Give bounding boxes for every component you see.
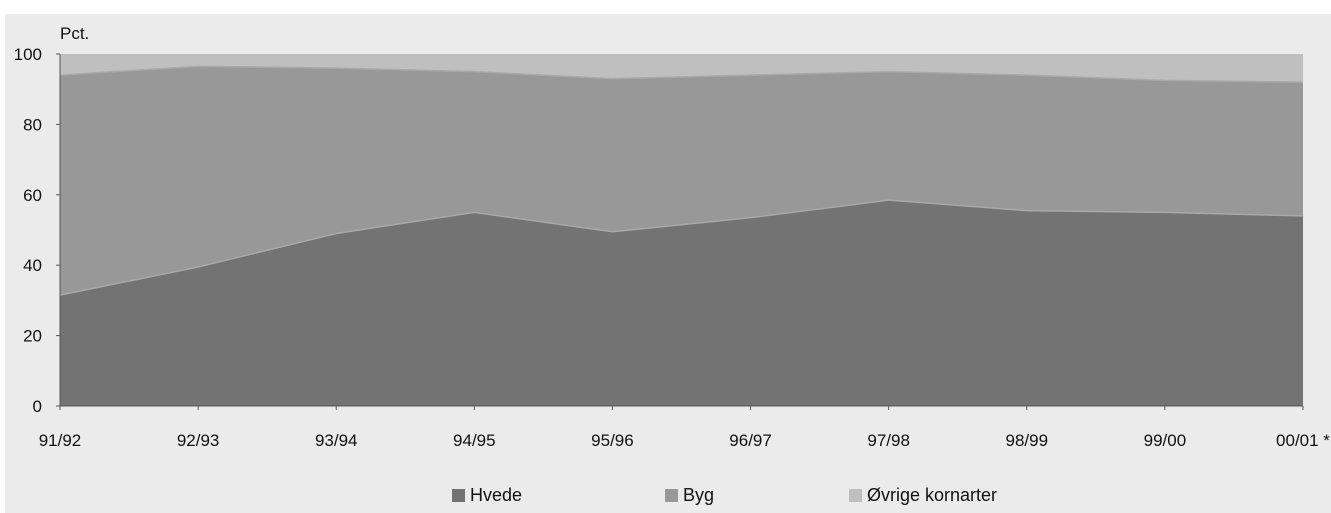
y-tick-label: 60 — [23, 186, 42, 205]
x-tick-label: 91/92 — [39, 431, 82, 450]
y-tick-label: 20 — [23, 327, 42, 346]
legend-swatch — [665, 489, 678, 502]
boundary-byg — [59, 65, 1304, 83]
legend-item: Byg — [665, 485, 714, 506]
legend-label: Hvede — [470, 485, 523, 505]
x-tick-label: 98/99 — [1006, 431, 1049, 450]
area--vrige-kornarter — [60, 54, 1303, 83]
axes — [59, 54, 1303, 407]
series-boundaries — [59, 65, 1304, 296]
area-hvede — [60, 200, 1303, 406]
legend-item: Hvede — [452, 485, 522, 506]
x-tick-label: 92/93 — [177, 431, 220, 450]
x-tick-label: 99/00 — [1144, 431, 1187, 450]
y-tick-label: 100 — [14, 45, 42, 64]
legend-item: Øvrige kornarter — [849, 485, 997, 506]
legend-swatch — [452, 489, 465, 502]
series-areas — [60, 54, 1303, 406]
area-byg — [60, 66, 1303, 296]
legend-swatch — [849, 489, 862, 502]
x-tick-label: 93/94 — [315, 431, 358, 450]
y-tick-label: 80 — [23, 115, 42, 134]
x-tick-label: 97/98 — [867, 431, 910, 450]
legend-label: Byg — [683, 485, 715, 505]
y-tick-labels: 0 20 40 60 80 100 — [14, 45, 60, 416]
y-axis-unit-label: Pct. — [60, 24, 90, 43]
legend-label: Øvrige kornarter — [867, 485, 998, 505]
x-tick-label: 95/96 — [591, 431, 634, 450]
x-tick-label: 00/01 * — [1276, 431, 1330, 450]
boundary-hvede — [59, 199, 1304, 296]
x-tick-label: 94/95 — [453, 431, 496, 450]
x-tick-labels: 91/92 92/93 93/94 94/95 95/96 96/97 97/98 98/99… — [39, 406, 1330, 450]
x-tick-label: 96/97 — [729, 431, 772, 450]
y-tick-label: 0 — [33, 397, 42, 416]
y-tick-label: 40 — [23, 256, 42, 275]
